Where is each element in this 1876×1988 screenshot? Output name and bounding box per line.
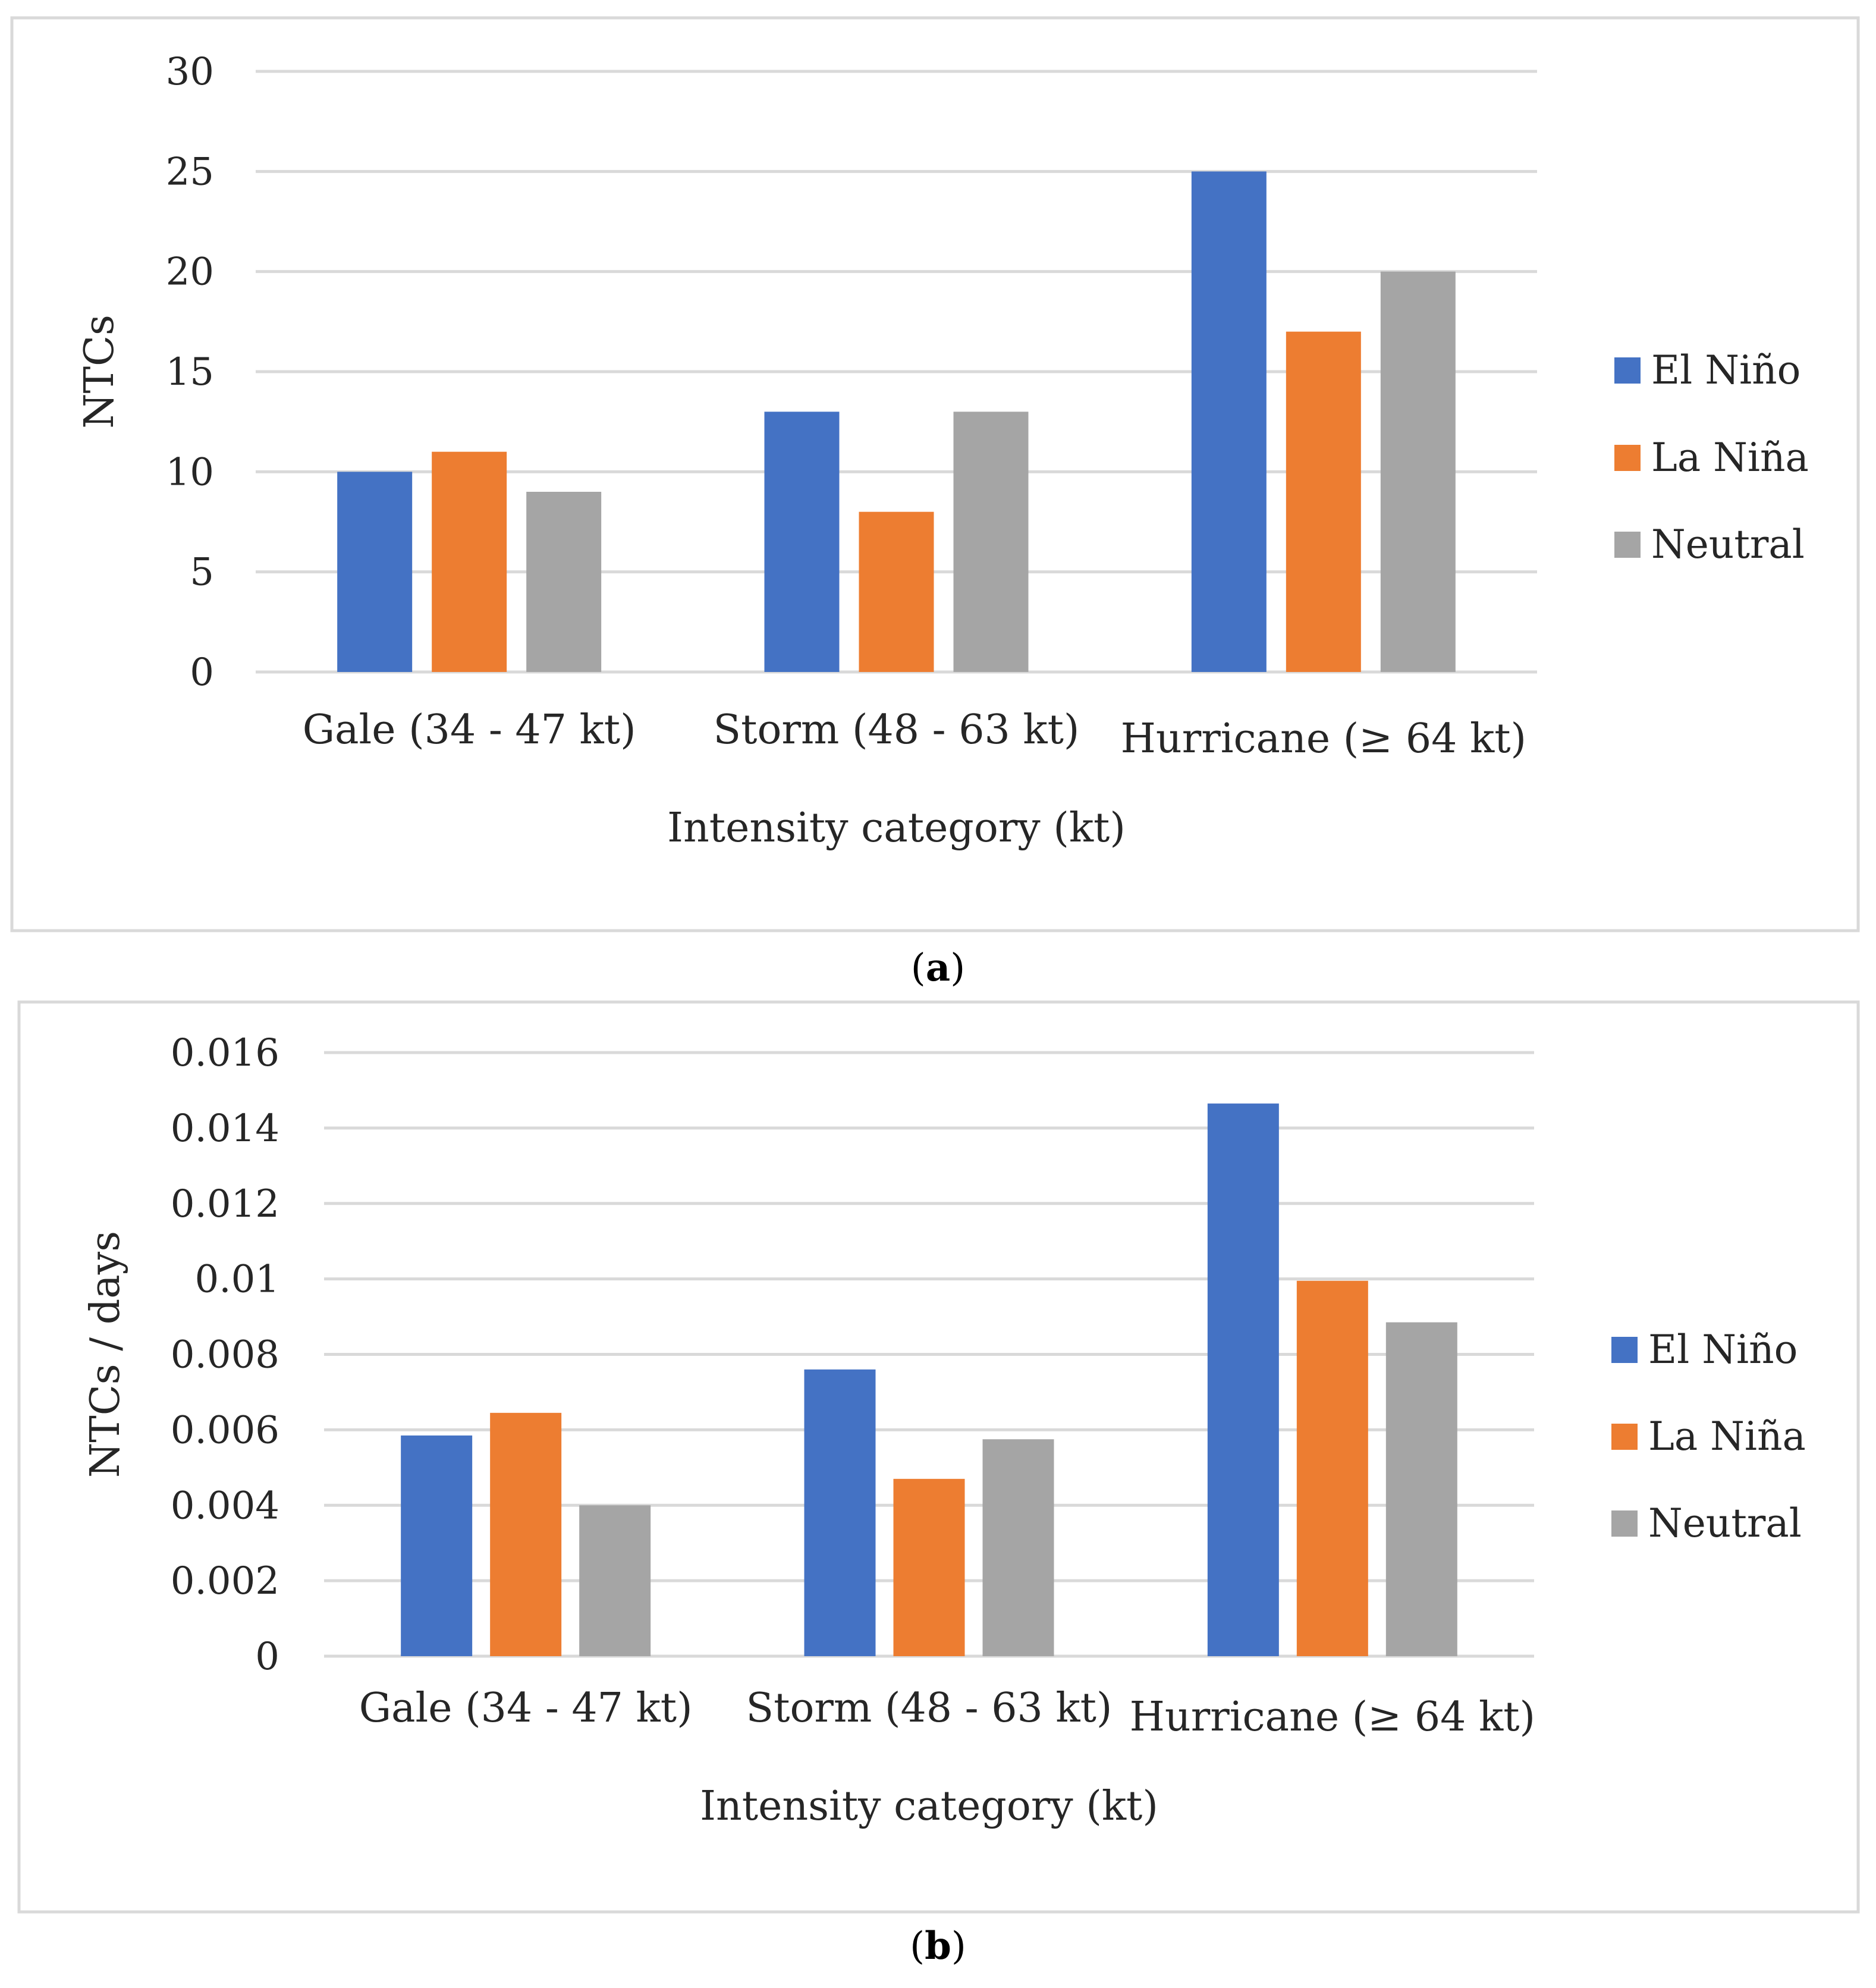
chart-b-y-tick-label-1: 0.002 xyxy=(171,1559,279,1603)
chart-a-y-tick-label-6: 30 xyxy=(166,50,214,94)
chart-a-bar-3-1 xyxy=(1191,171,1267,672)
chart-panel-a: 0 5 10 15 20 25 30 Gale (34 - 47 kt) Storm (48 -… xyxy=(0,0,1876,987)
chart-a-category-label-3: Hurricane (≥ 64 kt) xyxy=(1121,715,1526,762)
chart-a-legend-swatch-2 xyxy=(1614,445,1641,471)
panel-caption-b-label: b xyxy=(925,1924,951,1968)
chart-a-legend-label-1: El Niño xyxy=(1651,347,1800,393)
chart-b-category-label-3: Hurricane (≥ 64 kt) xyxy=(1130,1694,1535,1741)
chart-b-svg: 0 0.002 0.004 0.006 0.008 0.01 0.012 0.014 0.016… xyxy=(17,1000,1860,1914)
chart-b-legend-swatch-1 xyxy=(1611,1337,1638,1363)
panel-caption-b: (b) xyxy=(910,1924,966,1968)
chart-a-bar-1-1 xyxy=(337,472,413,672)
chart-a-y-tick-label-0: 0 xyxy=(190,651,214,695)
chart-a-frame xyxy=(10,16,1860,932)
chart-a-bar-1-3 xyxy=(526,492,602,672)
chart-a-bar-2-3 xyxy=(953,412,1029,672)
chart-b-category-label-1: Gale (34 - 47 kt) xyxy=(359,1685,693,1732)
chart-b-y-tick-label-2: 0.004 xyxy=(171,1484,279,1528)
chart-a-bar-2-1 xyxy=(764,412,840,672)
chart-a-y-tick-label-3: 15 xyxy=(166,350,214,394)
chart-b-category-label-2: Storm (48 - 63 kt) xyxy=(746,1685,1113,1732)
chart-b-legend-label-2: La Niña xyxy=(1648,1414,1806,1459)
chart-b-bar-2-3 xyxy=(982,1439,1054,1656)
chart-b-bar-2-1 xyxy=(804,1369,876,1656)
chart-b-bar-2-2 xyxy=(893,1478,965,1656)
chart-a-category-label-1: Gale (34 - 47 kt) xyxy=(303,706,636,753)
chart-b-bar-1-1 xyxy=(401,1435,473,1656)
chart-b-legend-label-1: El Niño xyxy=(1648,1327,1798,1373)
chart-a-legend-swatch-3 xyxy=(1614,532,1641,558)
chart-b-bar-1-3 xyxy=(579,1505,651,1656)
chart-b-frame xyxy=(17,1000,1860,1914)
chart-b-y-tick-label-8: 0.016 xyxy=(171,1031,279,1075)
chart-a-legend-label-2: La Niña xyxy=(1651,435,1809,480)
chart-b-y-tick-label-5: 0.01 xyxy=(195,1258,280,1302)
panel-caption-a: (a) xyxy=(910,946,966,990)
chart-b-bar-3-2 xyxy=(1296,1280,1368,1656)
chart-b-x-axis-title: Intensity category (kt) xyxy=(700,1783,1158,1830)
chart-a-y-tick-label-4: 20 xyxy=(166,250,214,294)
chart-a-svg: 0 5 10 15 20 25 30 Gale (34 - 47 kt) Storm (48 -… xyxy=(10,16,1860,932)
chart-a-category-label-2: Storm (48 - 63 kt) xyxy=(714,706,1080,753)
chart-a-bar-2-2 xyxy=(859,511,934,672)
chart-a-x-axis-title: Intensity category (kt) xyxy=(667,805,1126,852)
chart-b-bar-3-1 xyxy=(1207,1103,1279,1656)
chart-b-legend-swatch-3 xyxy=(1611,1510,1638,1537)
chart-a-y-axis-title: NTCs xyxy=(76,315,123,429)
chart-a-y-tick-label-2: 10 xyxy=(166,450,214,494)
chart-b-bar-3-3 xyxy=(1385,1322,1457,1656)
chart-a-y-tick-label-1: 5 xyxy=(190,551,214,595)
chart-b-y-tick-label-0: 0 xyxy=(255,1635,279,1679)
chart-b-legend-swatch-2 xyxy=(1611,1424,1638,1450)
chart-a-bar-3-3 xyxy=(1380,271,1456,673)
chart-a-y-tick-label-5: 25 xyxy=(166,150,214,194)
chart-b-legend-label-3: Neutral xyxy=(1648,1500,1802,1546)
chart-b-y-tick-label-3: 0.006 xyxy=(171,1408,279,1452)
panel-caption-a-label: a xyxy=(925,946,951,990)
chart-b-y-tick-label-6: 0.012 xyxy=(171,1182,279,1226)
chart-a-legend-swatch-1 xyxy=(1614,357,1641,384)
chart-b-bar-1-2 xyxy=(490,1412,562,1656)
chart-b-y-tick-label-4: 0.008 xyxy=(171,1333,279,1377)
chart-a-legend-label-3: Neutral xyxy=(1651,522,1805,567)
chart-a-bar-3-2 xyxy=(1286,331,1361,672)
chart-a-bar-1-2 xyxy=(432,451,507,672)
chart-b-y-tick-label-7: 0.014 xyxy=(171,1107,279,1151)
chart-b-y-axis-title: NTCs / days xyxy=(82,1231,129,1478)
chart-panel-b: 0 0.002 0.004 0.006 0.008 0.01 0.012 0.014 0.016… xyxy=(0,999,1876,1927)
